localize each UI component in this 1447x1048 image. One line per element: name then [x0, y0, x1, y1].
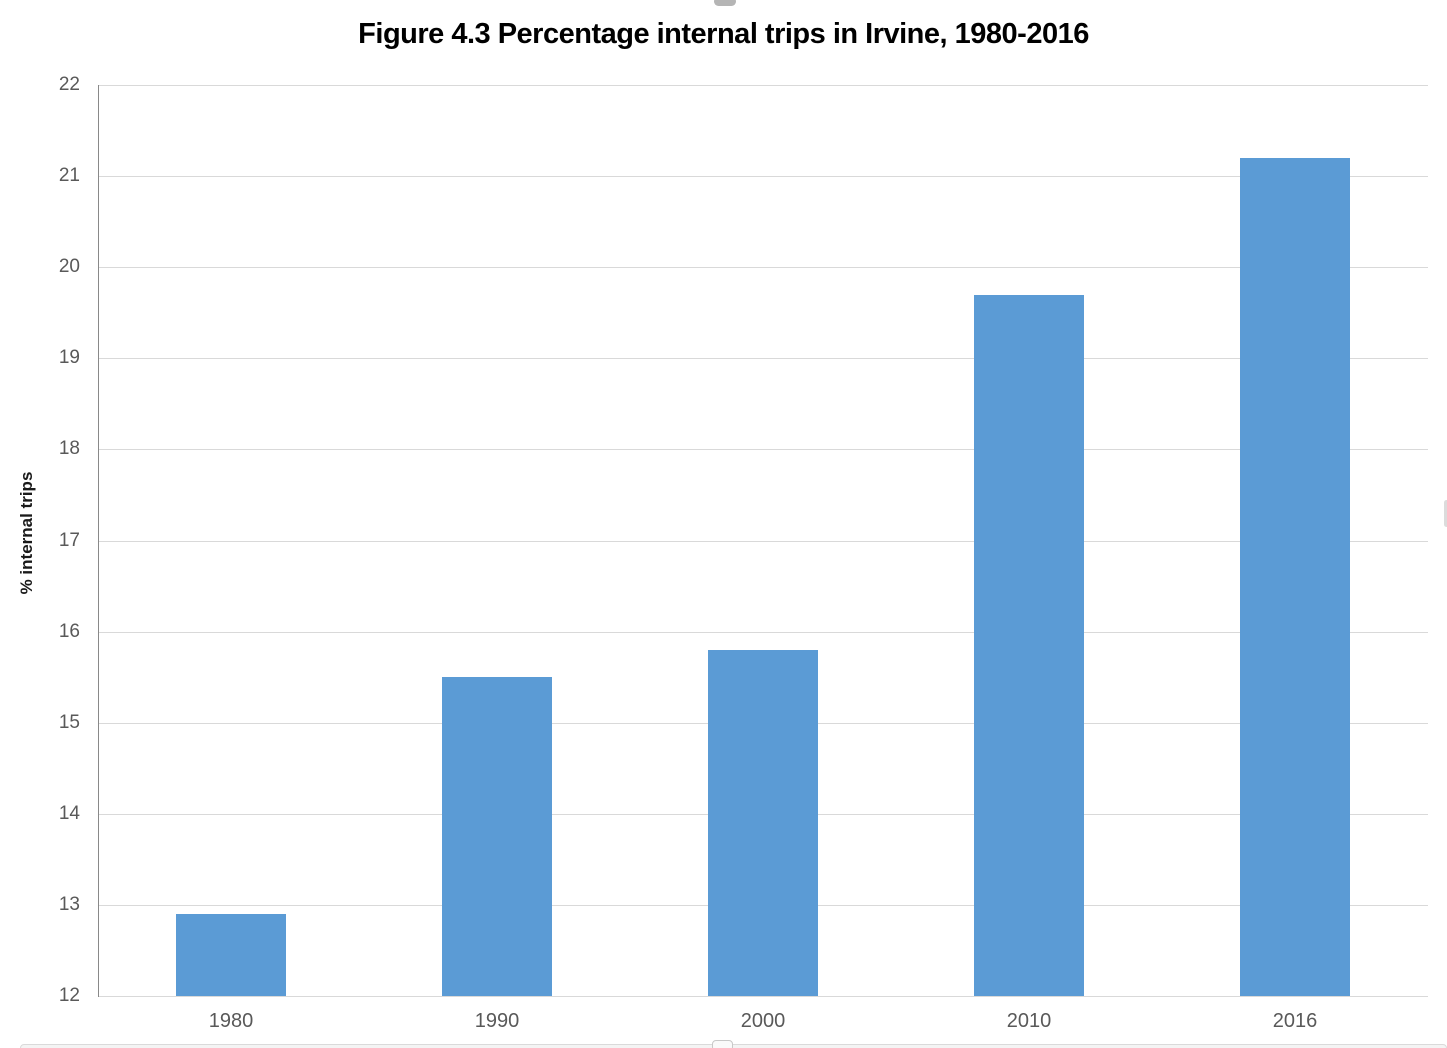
- gridline-y-17: [98, 541, 1428, 542]
- y-tick-label-12: 12: [58, 985, 80, 1006]
- x-tick-label-2016: 2016: [1272, 1010, 1318, 1032]
- gridline-y-19: [98, 358, 1428, 359]
- chart-title: Figure 4.3 Percentage internal trips in …: [358, 18, 1089, 50]
- gridline-y-21: [98, 176, 1428, 177]
- y-tick-label-18: 18: [58, 438, 80, 459]
- bar-2016: [1240, 158, 1350, 996]
- y-tick-label-22: 22: [58, 74, 80, 95]
- gridline-y-18: [98, 449, 1428, 450]
- x-tick-label-1990: 1990: [474, 1010, 520, 1032]
- x-tick-label-2000: 2000: [740, 1010, 786, 1032]
- x-tick-label-2010: 2010: [1006, 1010, 1052, 1032]
- y-tick-label-16: 16: [58, 621, 80, 642]
- bar-1980: [176, 914, 286, 996]
- gridline-y-12: [98, 996, 1428, 997]
- x-tick-label-1980: 1980: [208, 1010, 254, 1032]
- gridline-y-16: [98, 632, 1428, 633]
- y-axis-line: [98, 85, 99, 997]
- chart-resize-handle-right[interactable]: [1444, 500, 1447, 527]
- plot-area: [98, 85, 1428, 997]
- bar-2000: [708, 650, 818, 996]
- y-tick-label-17: 17: [58, 530, 80, 551]
- chart-resize-handle-bottom[interactable]: [712, 1040, 733, 1048]
- y-tick-label-20: 20: [58, 256, 80, 277]
- chart-resize-handle-top[interactable]: [714, 0, 736, 6]
- bar-2010: [974, 295, 1084, 996]
- gridline-y-22: [98, 85, 1428, 86]
- gridline-y-20: [98, 267, 1428, 268]
- y-tick-label-14: 14: [58, 803, 80, 824]
- y-tick-label-21: 21: [58, 165, 80, 186]
- y-tick-label-13: 13: [58, 894, 80, 915]
- y-tick-label-15: 15: [58, 712, 80, 733]
- bar-1990: [442, 677, 552, 996]
- horizontal-scrollbar[interactable]: [20, 1044, 1447, 1048]
- y-tick-label-19: 19: [58, 347, 80, 368]
